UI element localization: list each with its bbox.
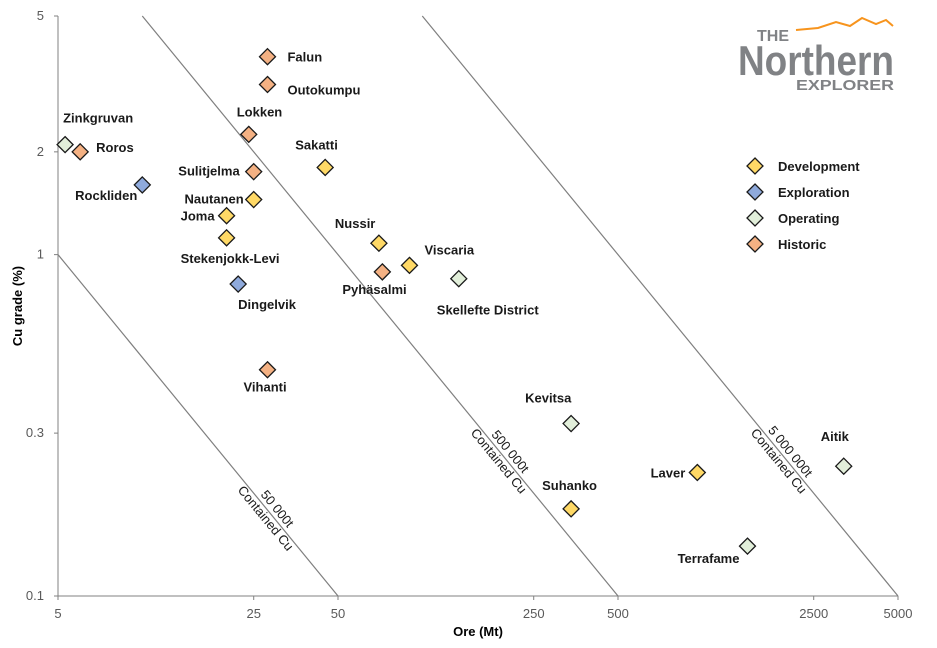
x-tick-label: 5 — [54, 606, 61, 621]
y-tick-label: 5 — [37, 8, 44, 23]
data-point-marker — [316, 158, 335, 177]
legend-marker — [746, 157, 764, 175]
isoline — [141, 15, 619, 597]
data-point-marker — [834, 457, 853, 476]
legend-marker — [746, 209, 764, 227]
data-point-marker — [449, 269, 468, 288]
data-point-marker — [217, 206, 236, 225]
data-point-label: Viscaria — [424, 242, 474, 257]
legend-label: Development — [778, 159, 860, 174]
data-point-label: Pyhäsalmi — [342, 282, 406, 297]
data-point-label: Roros — [96, 140, 134, 155]
data-point-marker — [400, 256, 419, 275]
x-tick-label: 25 — [246, 606, 260, 621]
data-point-label: Dingelvik — [238, 297, 297, 312]
x-axis-title: Ore (Mt) — [453, 624, 503, 639]
data-point-marker — [562, 414, 581, 433]
legend: Development Exploration Operating Historic — [746, 157, 860, 253]
legend-marker — [746, 183, 764, 201]
data-point-label: Sulitjelma — [178, 164, 240, 179]
logo-line3: EXPLORER — [796, 77, 894, 94]
data-point-label: Lokken — [237, 104, 283, 119]
logo: THE Northern EXPLORER — [738, 16, 894, 94]
x-tick-label: 5000 — [884, 606, 913, 621]
data-point-marker — [71, 142, 90, 161]
data-point-marker — [369, 234, 388, 253]
legend-label: Historic — [778, 237, 826, 252]
data-point-marker — [688, 463, 707, 482]
y-tick-label: 2 — [37, 144, 44, 159]
legend-label: Operating — [778, 211, 839, 226]
data-point-marker — [133, 176, 152, 194]
data-point-marker — [244, 190, 263, 209]
logo-line2: Northern — [738, 37, 894, 84]
data-point-label: Suhanko — [542, 478, 597, 493]
y-axis-title: Cu grade (%) — [10, 266, 25, 346]
data-point-label: Nussir — [335, 216, 375, 231]
data-points: Falun Outokumpu Lokken Sakatti Zinkgruvan Ror… — [56, 47, 853, 566]
data-point-marker — [373, 262, 392, 281]
isoline — [57, 254, 339, 597]
data-point-label: Vihanti — [243, 380, 286, 395]
data-point-marker — [562, 499, 581, 518]
data-point-marker — [738, 537, 757, 556]
data-point-label: Stekenjokk-Levi — [181, 251, 280, 266]
y-tick-label: 0.3 — [26, 425, 44, 440]
data-point-label: Laver — [651, 466, 686, 481]
data-point-label: Nautanen — [184, 192, 243, 207]
data-point-label: Skellefte District — [437, 303, 540, 318]
y-tick-label: 0.1 — [26, 588, 44, 603]
x-tick-label: 2500 — [799, 606, 828, 621]
y-tick-label: 1 — [37, 247, 44, 262]
data-point-marker — [239, 125, 258, 144]
data-point-marker — [258, 360, 277, 379]
data-point-marker — [217, 228, 236, 247]
logo-line1: THE — [757, 28, 789, 45]
data-point-label: Terrafame — [678, 551, 740, 566]
data-point-label: Sakatti — [295, 137, 338, 152]
data-point-label: Falun — [287, 50, 322, 65]
data-point-label: Kevitsa — [525, 391, 572, 406]
data-point-marker — [244, 162, 263, 181]
legend-label: Exploration — [778, 185, 850, 200]
x-tick-label: 500 — [607, 606, 629, 621]
data-point-label: Aitik — [821, 429, 850, 444]
data-point-marker — [56, 135, 75, 154]
data-point-marker — [258, 75, 277, 94]
legend-marker — [746, 235, 764, 253]
logo-mountain — [795, 16, 894, 31]
data-point-marker — [229, 275, 248, 293]
data-point-label: Zinkgruvan — [63, 111, 133, 126]
data-point-label: Rockliden — [75, 188, 137, 203]
data-point-label: Joma — [181, 209, 216, 224]
x-tick-label: 250 — [523, 606, 545, 621]
x-tick-label: 50 — [331, 606, 345, 621]
isoline — [421, 15, 899, 597]
data-point-label: Outokumpu — [287, 83, 360, 98]
data-point-marker — [258, 47, 277, 66]
